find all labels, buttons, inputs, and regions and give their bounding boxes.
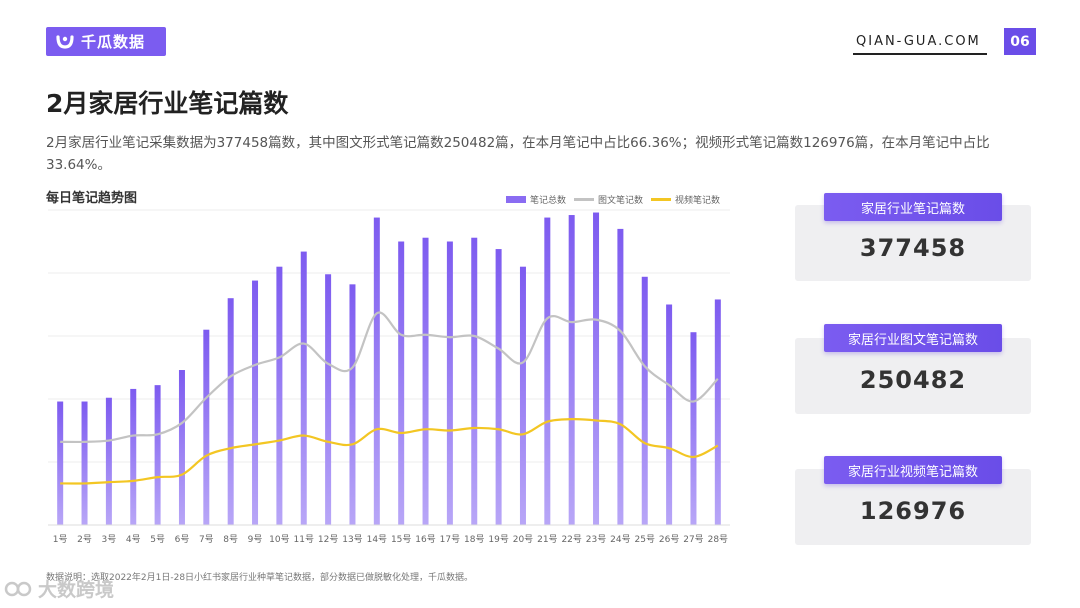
x-tick-label: 11号 <box>294 534 314 545</box>
bar-13号 <box>349 284 356 525</box>
x-tick-label: 3号 <box>102 534 117 545</box>
daily-notes-chart: 1号 2号 3号 4号 5号 6号 7号 8号 9号 10号 11号 12号 13号 14号 15号 16号 1… <box>48 209 730 545</box>
card-total-label: 家居行业笔记篇数 <box>824 193 1002 221</box>
x-tick-label: 27号 <box>683 534 703 545</box>
x-tick-label: 15号 <box>391 534 411 545</box>
bar-22号 <box>568 215 575 526</box>
x-tick-label: 9号 <box>248 534 263 545</box>
legend-item-image: 图文笔记数 <box>574 193 643 206</box>
legend-label-total: 笔记总数 <box>530 196 567 206</box>
bar-18号 <box>471 237 478 525</box>
bar-8号 <box>227 298 234 525</box>
bar-7号 <box>203 329 210 525</box>
bar-2号 <box>81 401 88 525</box>
watermark-text: 大数跨境 <box>38 579 115 601</box>
bar-10号 <box>276 266 283 525</box>
x-tick-label: 17号 <box>440 534 460 545</box>
card-image-label: 家居行业图文笔记篇数 <box>824 324 1002 352</box>
bar-28号 <box>714 299 721 525</box>
legend-swatch-video <box>651 198 672 201</box>
bar-4号 <box>130 388 137 525</box>
video-notes-line <box>60 418 719 485</box>
logo-icon <box>55 34 75 50</box>
x-tick-label: 20号 <box>513 534 533 545</box>
x-tick-label: 23号 <box>586 534 606 545</box>
legend-item-total: 笔记总数 <box>506 193 566 206</box>
data-source-note: 数据说明：选取2022年2月1日-28日小红书家居行业种草笔记数据，部分数据已做… <box>46 573 474 583</box>
bar-1号 <box>57 401 64 525</box>
bar-26号 <box>666 304 673 525</box>
page-number: 06 <box>1004 28 1036 55</box>
bar-23号 <box>593 212 600 525</box>
x-tick-label: 28号 <box>708 534 728 545</box>
x-tick-label: 25号 <box>635 534 655 545</box>
bar-14号 <box>373 217 380 525</box>
x-tick-label: 19号 <box>488 534 508 545</box>
legend-item-video: 视频笔记数 <box>651 193 720 206</box>
x-tick-label: 5号 <box>150 534 165 545</box>
image-notes-line <box>60 311 719 444</box>
bar-16号 <box>422 237 429 525</box>
bar-3号 <box>105 397 112 525</box>
bar-9号 <box>252 280 259 525</box>
bar-25号 <box>641 276 648 525</box>
x-tick-label: 10号 <box>269 534 289 545</box>
bar-6号 <box>178 370 185 525</box>
bar-11号 <box>300 251 307 525</box>
x-tick-label: 21号 <box>537 534 557 545</box>
watermark: 大数跨境 <box>4 575 114 602</box>
legend-swatch-image <box>574 198 595 201</box>
x-tick-label: 4号 <box>126 534 141 545</box>
x-tick-label: 7号 <box>199 534 214 545</box>
legend-label-video: 视频笔记数 <box>675 196 721 206</box>
x-tick-label: 14号 <box>367 534 387 545</box>
x-tick-label: 22号 <box>561 534 581 545</box>
x-tick-label: 1号 <box>53 534 68 545</box>
brand-logo: 千瓜数据 <box>46 27 166 56</box>
bar-5号 <box>154 385 161 525</box>
bar-17号 <box>446 241 453 525</box>
legend-label-image: 图文笔记数 <box>598 196 644 206</box>
x-tick-label: 2号 <box>77 534 92 545</box>
x-tick-label: 18号 <box>464 534 484 545</box>
card-image-value: 250482 <box>859 366 967 394</box>
card-video-label: 家居行业视频笔记篇数 <box>824 456 1002 484</box>
card-total-value: 377458 <box>859 234 967 262</box>
watermark-icon <box>4 581 32 596</box>
bar-12号 <box>325 274 332 525</box>
x-tick-label: 12号 <box>318 534 338 545</box>
chart-legend: 笔记总数 图文笔记数 视频笔记数 <box>506 193 728 206</box>
bar-19号 <box>495 249 502 525</box>
legend-swatch-total <box>506 196 526 203</box>
x-tick-label: 6号 <box>175 534 190 545</box>
x-tick-label: 26号 <box>659 534 679 545</box>
page-description: 2月家居行业笔记采集数据为377458篇数，其中图文形式笔记篇数250482篇，… <box>46 135 990 173</box>
bar-21号 <box>544 217 551 525</box>
x-tick-label: 13号 <box>342 534 362 545</box>
bar-27号 <box>690 332 697 525</box>
card-video-value: 126976 <box>859 497 967 525</box>
chart-title: 每日笔记趋势图 <box>46 191 138 206</box>
bar-24号 <box>617 228 624 525</box>
site-underline <box>853 53 987 55</box>
logo-text: 千瓜数据 <box>81 33 146 51</box>
page-title: 2月家居行业笔记篇数 <box>46 89 289 118</box>
site-url[interactable]: QIAN-GUA.COM <box>856 34 981 49</box>
bar-20号 <box>519 266 526 525</box>
bar-15号 <box>398 241 405 525</box>
x-tick-label: 8号 <box>223 534 238 545</box>
x-tick-label: 24号 <box>610 534 630 545</box>
x-tick-label: 16号 <box>415 534 435 545</box>
